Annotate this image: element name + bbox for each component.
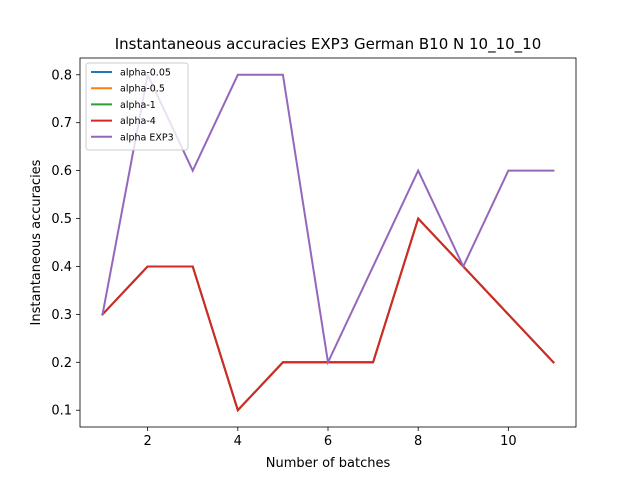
x-axis-label: Number of batches: [266, 456, 391, 471]
legend-label: alpha EXP3: [120, 132, 174, 143]
series-layer: [101, 71, 555, 413]
y-tick-label: 0.8: [51, 68, 72, 83]
legend-label: alpha-1: [120, 100, 156, 111]
y-tick-label: 0.7: [51, 116, 72, 131]
x-tick-label: 6: [324, 434, 332, 449]
legend-label: alpha-4: [120, 116, 156, 127]
chart-title: Instantaneous accuracies EXP3 German B10…: [115, 35, 542, 54]
legend-label: alpha-0.5: [120, 84, 165, 95]
x-tick-label: 8: [414, 434, 422, 449]
x-tick-label: 2: [143, 434, 151, 449]
x-tick-label: 4: [234, 434, 242, 449]
legend-frame: [85, 62, 189, 151]
y-tick-label: 0.4: [51, 260, 72, 275]
y-tick-label: 0.1: [51, 404, 72, 419]
x-tick-label: 10: [500, 434, 517, 449]
y-tick-label: 0.6: [51, 164, 72, 179]
x-axis: 2 4 6 8 10: [143, 427, 517, 449]
y-tick-label: 0.5: [51, 212, 72, 227]
y-axis-label: Instantaneous accuracies: [29, 159, 44, 325]
legend: alpha-0.05 alpha-0.5 alpha-1 alpha-4 alpha E…: [85, 62, 189, 151]
y-axis: 0.1 0.2 0.3 0.4 0.5 0.6 0.7 0.8: [51, 68, 80, 419]
plot-area: 2 4 6 8 10 0.1 0.2 0.3 0.4 0.5 0.6 0.7 0.8: [51, 57, 577, 449]
legend-label: alpha-0.05: [120, 68, 171, 79]
y-tick-label: 0.3: [51, 308, 72, 323]
y-tick-label: 0.2: [51, 356, 72, 371]
